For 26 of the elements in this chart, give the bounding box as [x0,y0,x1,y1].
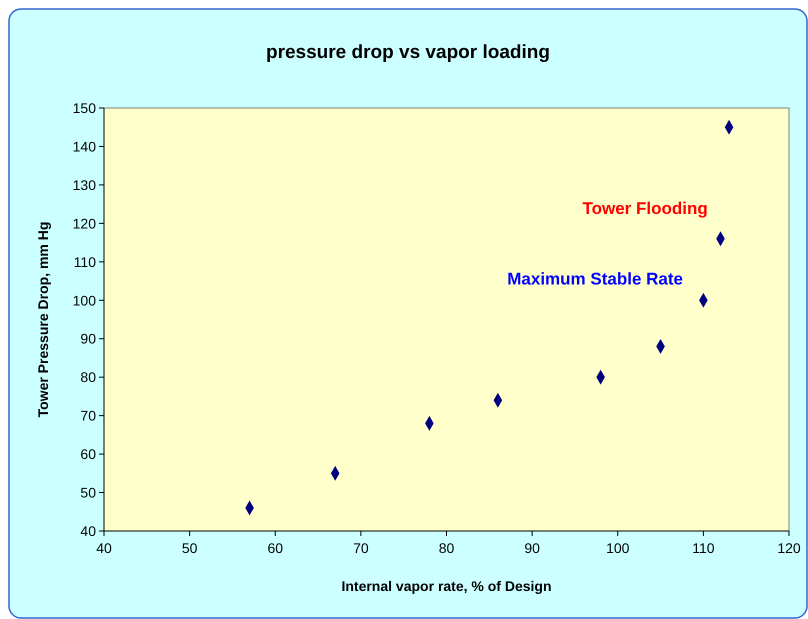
x-tick-label: 120 [777,540,801,556]
y-axis-title: Tower Pressure Drop, mm Hg [35,222,51,418]
y-tick-label: 100 [72,292,96,308]
y-tick-label: 70 [80,408,96,424]
x-tick-label: 40 [96,540,112,556]
y-tick-label: 60 [80,446,96,462]
y-tick-label: 40 [80,523,96,539]
x-tick-label: 110 [692,540,715,556]
x-tick-label: 50 [182,540,198,556]
x-tick-label: 70 [353,540,369,556]
x-axis-title: Internal vapor rate, % of Design [341,578,552,594]
annotation: Tower Flooding [582,198,708,218]
y-tick-label: 80 [80,369,96,386]
y-tick-label: 140 [72,138,96,154]
annotation: Maximum Stable Rate [507,269,684,288]
y-tick-label: 120 [72,215,96,232]
y-tick-label: 130 [72,176,96,193]
y-tick-label: 90 [80,330,96,347]
x-tick-label: 100 [606,540,630,556]
chart-title: pressure drop vs vapor loading [266,42,550,63]
y-tick-label: 50 [80,484,96,501]
x-tick-label: 60 [267,540,284,556]
x-tick-label: 90 [524,540,540,556]
y-tick-label: 150 [72,100,96,116]
y-tick-label: 110 [74,254,96,270]
x-tick-label: 80 [438,540,454,556]
